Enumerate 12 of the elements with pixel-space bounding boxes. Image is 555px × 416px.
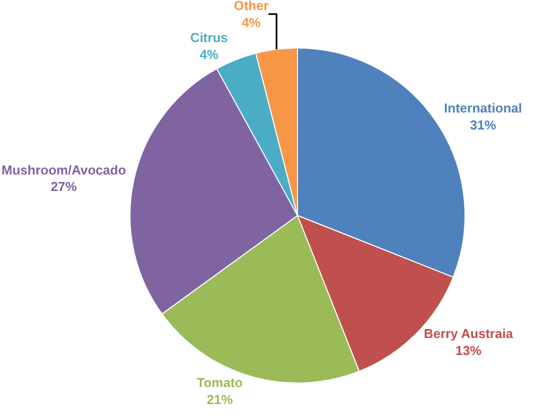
slice-label: Tomato bbox=[196, 375, 243, 390]
slice-label: Citrus bbox=[190, 30, 228, 46]
slice-label: International bbox=[444, 100, 522, 116]
data-label: 27% bbox=[50, 179, 78, 194]
slice-label: Berry Austraia bbox=[424, 326, 514, 341]
data-label: 4% bbox=[200, 46, 219, 62]
data-label: 13% bbox=[455, 342, 482, 358]
slice-label: Other bbox=[234, 0, 269, 14]
slice-label: Mushroom/Avocado bbox=[2, 162, 126, 178]
data-label: 31% bbox=[470, 117, 496, 132]
data-label: 21% bbox=[206, 392, 234, 408]
data-label: 4% bbox=[242, 15, 262, 30]
